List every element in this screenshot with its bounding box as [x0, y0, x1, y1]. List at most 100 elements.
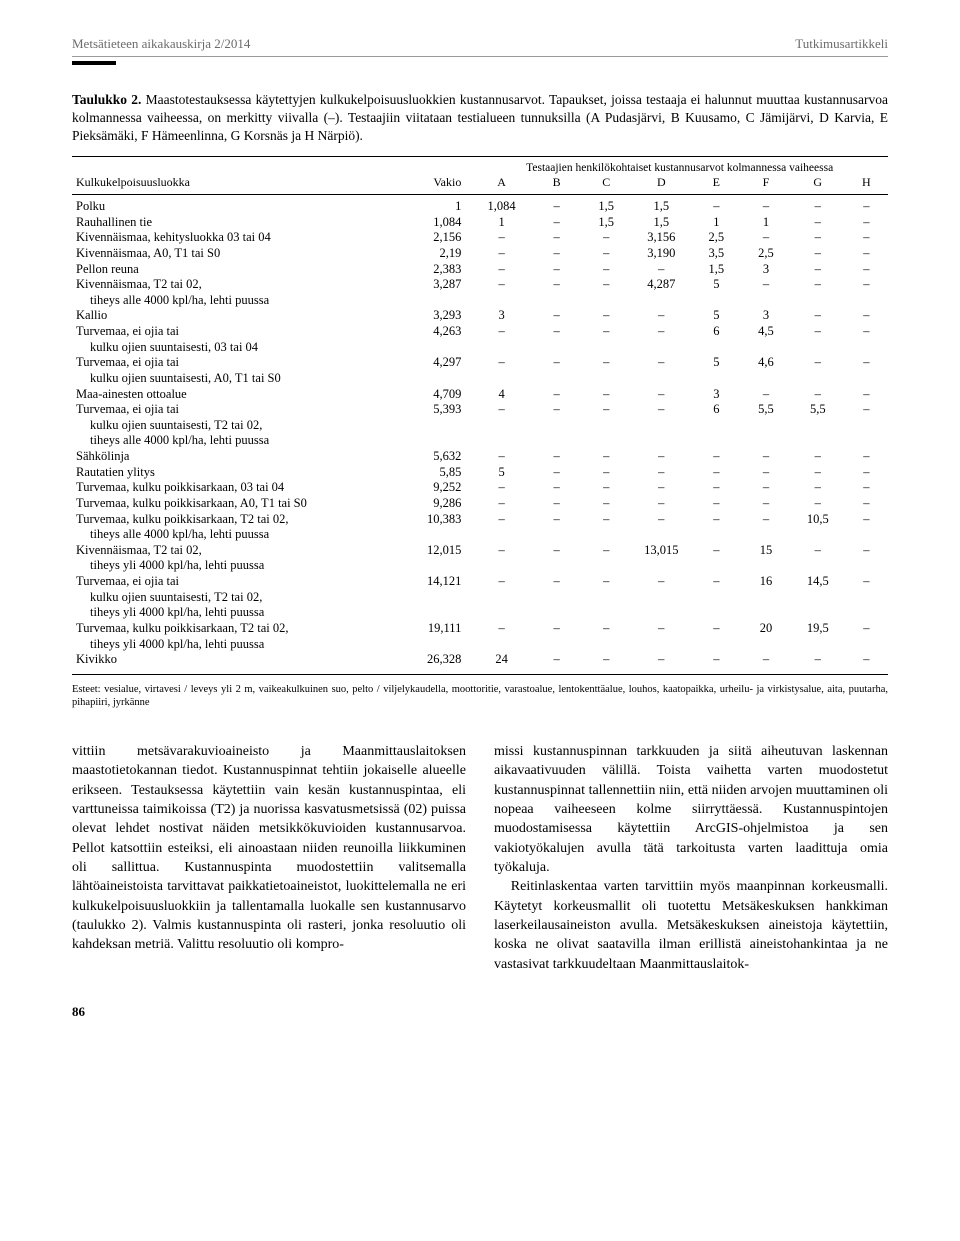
row-value: –	[791, 324, 845, 340]
row-value: –	[581, 262, 631, 278]
row-value: 3	[741, 262, 791, 278]
row-value: –	[845, 230, 888, 246]
row-value: –	[741, 387, 791, 403]
row-label: Turvemaa, ei ojia tai	[72, 574, 396, 590]
table-row: Polku11,084–1,51,5––––	[72, 195, 888, 215]
row-value: –	[532, 402, 582, 418]
row-value: –	[532, 308, 582, 324]
cost-table: Testaajien henkilökohtaiset kustannusarv…	[72, 156, 888, 675]
page-number: 86	[72, 1004, 888, 1020]
row-value: –	[845, 277, 888, 293]
row-value: –	[631, 387, 691, 403]
row-value: –	[471, 543, 531, 559]
row-vakio: 26,328	[396, 652, 472, 674]
table-row-cont: tiheys yli 4000 kpl/ha, lehti puussa	[72, 605, 888, 621]
row-label: Turvemaa, ei ojia tai	[72, 402, 396, 418]
table-header-row: Kulkukelpoisuusluokka Vakio A B C D E F …	[72, 175, 888, 195]
row-label-cont: kulku ojien suuntaisesti, T2 tai 02,	[72, 590, 396, 606]
row-value: –	[631, 496, 691, 512]
row-vakio: 2,19	[396, 246, 472, 262]
col-h4: C	[581, 175, 631, 195]
col-h7: F	[741, 175, 791, 195]
row-value: –	[692, 480, 742, 496]
row-label-cont: tiheys alle 4000 kpl/ha, lehti puussa	[72, 433, 396, 449]
row-value: –	[692, 621, 742, 637]
row-value: –	[471, 574, 531, 590]
row-label: Kallio	[72, 308, 396, 324]
row-value: 1,5	[581, 215, 631, 231]
row-value: –	[845, 324, 888, 340]
row-value: –	[791, 496, 845, 512]
row-value: –	[791, 355, 845, 371]
col-h2: A	[471, 175, 531, 195]
row-value: 1	[741, 215, 791, 231]
row-vakio: 9,286	[396, 496, 472, 512]
row-value: 3	[692, 387, 742, 403]
row-value: –	[532, 324, 582, 340]
row-vakio: 9,252	[396, 480, 472, 496]
row-label-cont: kulku ojien suuntaisesti, T2 tai 02,	[72, 418, 396, 434]
table-row: Kivennäismaa, kehitysluokka 03 tai 042,1…	[72, 230, 888, 246]
row-value: –	[581, 230, 631, 246]
row-value: –	[845, 480, 888, 496]
row-value: –	[631, 308, 691, 324]
row-value: –	[471, 277, 531, 293]
row-value: –	[471, 402, 531, 418]
row-value: 2,5	[692, 230, 742, 246]
row-value: –	[532, 574, 582, 590]
row-value: 15	[741, 543, 791, 559]
row-label: Polku	[72, 195, 396, 215]
row-value: –	[791, 449, 845, 465]
row-vakio: 4,297	[396, 355, 472, 371]
row-value: –	[532, 480, 582, 496]
row-value: –	[631, 262, 691, 278]
row-value: –	[581, 449, 631, 465]
row-value: 4	[471, 387, 531, 403]
row-value: –	[845, 465, 888, 481]
row-vakio: 2,156	[396, 230, 472, 246]
row-value: 20	[741, 621, 791, 637]
row-value: –	[631, 480, 691, 496]
row-value: –	[581, 574, 631, 590]
running-head-right: Tutkimusartikkeli	[795, 36, 888, 52]
row-value: –	[631, 449, 691, 465]
row-vakio: 5,393	[396, 402, 472, 418]
row-value: –	[532, 496, 582, 512]
row-value: 5	[471, 465, 531, 481]
row-value: –	[532, 230, 582, 246]
row-value: –	[845, 574, 888, 590]
row-value: –	[631, 574, 691, 590]
row-value: –	[581, 512, 631, 528]
row-value: –	[581, 652, 631, 674]
row-value: 1	[692, 215, 742, 231]
row-value: –	[692, 652, 742, 674]
col-h0: Kulkukelpoisuusluokka	[72, 175, 396, 195]
row-value: –	[845, 262, 888, 278]
running-head: Metsätieteen aikakauskirja 2/2014 Tutkim…	[72, 36, 888, 57]
row-value: –	[471, 449, 531, 465]
row-value: 1,084	[471, 195, 531, 215]
row-label-cont: kulku ojien suuntaisesti, A0, T1 tai S0	[72, 371, 396, 387]
row-value: 3	[471, 308, 531, 324]
row-vakio: 2,383	[396, 262, 472, 278]
row-value: 3	[741, 308, 791, 324]
table-row: Turvemaa, kulku poikkisarkaan, T2 tai 02…	[72, 621, 888, 637]
row-value: 19,5	[791, 621, 845, 637]
row-value: –	[845, 215, 888, 231]
row-value: 3,190	[631, 246, 691, 262]
row-value: –	[741, 230, 791, 246]
row-label: Rauhallinen tie	[72, 215, 396, 231]
row-value: –	[532, 652, 582, 674]
row-vakio: 4,263	[396, 324, 472, 340]
row-value: –	[845, 512, 888, 528]
row-value: –	[791, 480, 845, 496]
body-right-p2: Reitinlaskentaa varten tarvittiin myös m…	[494, 877, 888, 974]
row-label: Turvemaa, kulku poikkisarkaan, T2 tai 02…	[72, 621, 396, 637]
row-value: –	[741, 449, 791, 465]
row-vakio: 3,287	[396, 277, 472, 293]
row-value: –	[532, 215, 582, 231]
table-row: Turvemaa, ei ojia tai4,263––––64,5––	[72, 324, 888, 340]
table-row: Kivennäismaa, T2 tai 02,12,015–––13,015–…	[72, 543, 888, 559]
row-value: 1,5	[581, 195, 631, 215]
row-value: 3,5	[692, 246, 742, 262]
